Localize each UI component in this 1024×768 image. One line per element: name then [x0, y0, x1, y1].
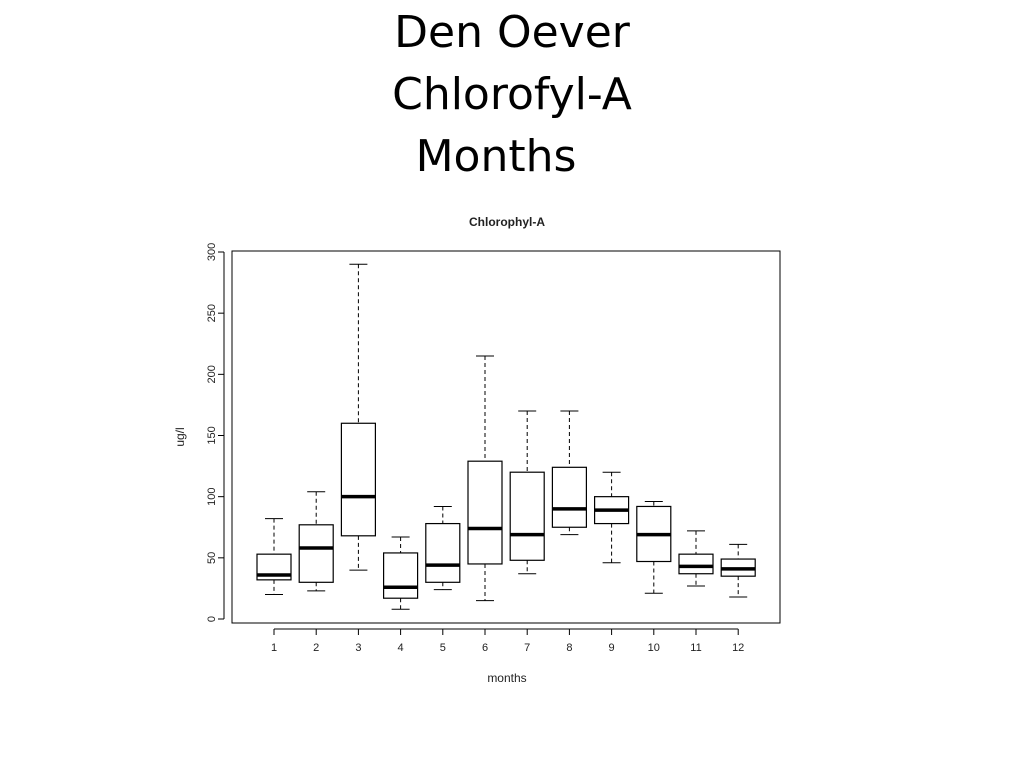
x-tick-label: 11 [690, 642, 701, 654]
iqr-box [383, 552, 419, 599]
y-tick-label: 300 [206, 243, 218, 261]
box-month-5 [425, 505, 461, 591]
box-month-8 [551, 410, 588, 536]
iqr-box [509, 471, 545, 561]
box-month-6 [467, 355, 503, 602]
iqr-box [467, 460, 503, 565]
x-tick-label: 2 [313, 642, 319, 654]
x-axis: 1 2 3 4 5 6 7 8 9 10 11 12 [271, 628, 744, 654]
slide-title-line-2: Chlorofyl-A [392, 69, 632, 120]
y-tick-label: 250 [206, 304, 218, 322]
x-tick-label: 9 [609, 642, 615, 654]
x-tick-label: 12 [732, 642, 744, 654]
slide-title-line-1: Den Oever [394, 7, 630, 58]
y-tick-label: 0 [206, 616, 218, 622]
box-month-11 [678, 530, 714, 587]
x-tick-label: 1 [271, 642, 277, 654]
plot-frame [231, 250, 781, 624]
x-tick-label: 5 [440, 642, 446, 654]
y-axis-label: ug/l [173, 427, 187, 446]
box-month-9 [593, 471, 630, 564]
x-tick-label: 10 [648, 642, 660, 654]
iqr-box [425, 522, 461, 583]
iqr-box [551, 466, 588, 528]
x-tick-label: 7 [524, 642, 530, 654]
iqr-box [298, 524, 334, 583]
y-tick-label: 200 [206, 365, 218, 383]
boxes-group [256, 263, 756, 610]
y-tick-label: 50 [206, 552, 218, 564]
box-month-3 [340, 263, 376, 571]
slide-title: Den Oever Chlorofyl-A Months [0, 2, 1024, 188]
box-month-12 [720, 543, 756, 598]
box-month-1 [256, 518, 292, 596]
iqr-box [340, 422, 376, 537]
chart-title: Chlorophyl-A [469, 215, 545, 229]
x-tick-label: 8 [566, 642, 572, 654]
slide-title-line-3: Months [415, 131, 577, 182]
y-tick-label: 100 [206, 487, 218, 505]
iqr-box [678, 553, 714, 575]
y-axis: 0 50 100 150 200 250 300 [206, 243, 225, 622]
box-month-4 [383, 536, 419, 610]
x-tick-label: 4 [398, 642, 404, 654]
box-month-7 [509, 410, 545, 575]
box-month-2 [298, 491, 334, 592]
x-tick-label: 3 [355, 642, 361, 654]
box-month-10 [636, 501, 672, 594]
x-tick-label: 6 [482, 642, 488, 654]
x-axis-label: months [487, 671, 526, 685]
y-tick-label: 150 [206, 426, 218, 444]
